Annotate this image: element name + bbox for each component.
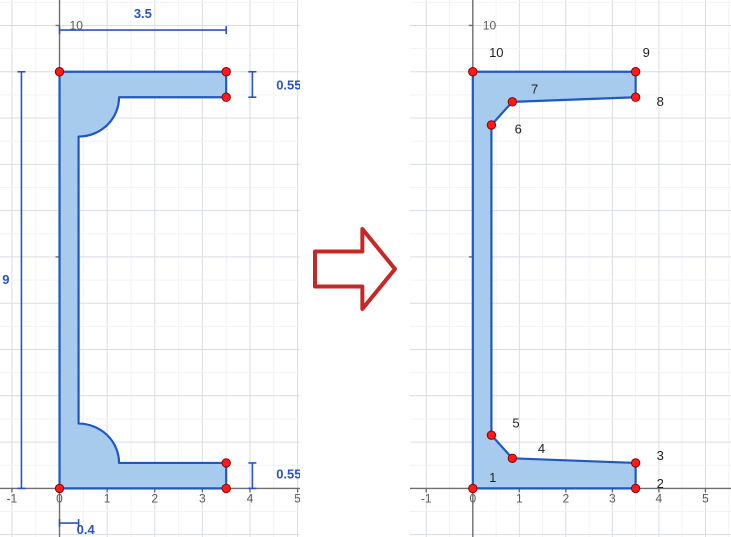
x-tick-label: 2 [563, 491, 570, 505]
vertex-point [631, 484, 639, 492]
x-tick-label: 0 [56, 491, 63, 505]
x-tick-label: -1 [7, 491, 18, 505]
right-chart: -101234551012345678910 [410, 0, 731, 537]
vertex-point [631, 459, 639, 467]
y-tick-label: 10 [483, 18, 497, 32]
vertex-point [222, 484, 230, 492]
vertex-point [222, 459, 230, 467]
left-panel: -101234551093.50.550.550.4 [0, 0, 300, 537]
right-panel: -101234551012345678910 [410, 0, 731, 537]
dim-label: 0.4 [77, 522, 96, 537]
vertex-label: 3 [657, 448, 664, 463]
vertex-point [55, 68, 63, 76]
x-tick-label: 5 [702, 491, 709, 505]
vertex-point [631, 68, 639, 76]
dim-label: 3.5 [134, 6, 152, 21]
x-tick-label: 3 [199, 491, 206, 505]
left-chart: -101234551093.50.550.550.4 [0, 0, 300, 537]
dim-label: 9 [2, 272, 9, 287]
vertex-label: 5 [512, 416, 519, 431]
vertex-label: 8 [657, 94, 664, 109]
dim-label: 0.55 [276, 467, 300, 482]
vertex-label: 2 [657, 476, 664, 491]
vertex-point [508, 454, 516, 462]
dim-label: 0.55 [276, 78, 300, 93]
vertex-label: 6 [515, 122, 522, 137]
x-tick-label: 4 [656, 491, 663, 505]
vertex-point [487, 431, 495, 439]
vertex-label: 1 [489, 470, 496, 485]
vertex-point [631, 93, 639, 101]
vertex-point [469, 68, 477, 76]
x-tick-label: 2 [151, 491, 158, 505]
vertex-point [487, 121, 495, 129]
vertex-point [508, 98, 516, 106]
x-tick-label: 1 [104, 491, 111, 505]
vertex-point [55, 484, 63, 492]
vertex-point [469, 484, 477, 492]
arrow-icon [309, 223, 401, 315]
stage: -101234551093.50.550.550.4 -101234551012… [0, 0, 731, 537]
vertex-label: 9 [643, 45, 650, 60]
x-tick-label: -1 [421, 491, 432, 505]
vertex-point [222, 93, 230, 101]
x-tick-label: 0 [469, 491, 476, 505]
x-tick-label: 3 [609, 491, 616, 505]
vertex-label: 10 [489, 45, 503, 60]
vertex-point [222, 68, 230, 76]
vertex-label: 4 [538, 441, 545, 456]
x-tick-label: 1 [516, 491, 523, 505]
arrow-zone [300, 0, 410, 537]
vertex-label: 7 [531, 81, 538, 96]
x-tick-label: 4 [247, 491, 254, 505]
